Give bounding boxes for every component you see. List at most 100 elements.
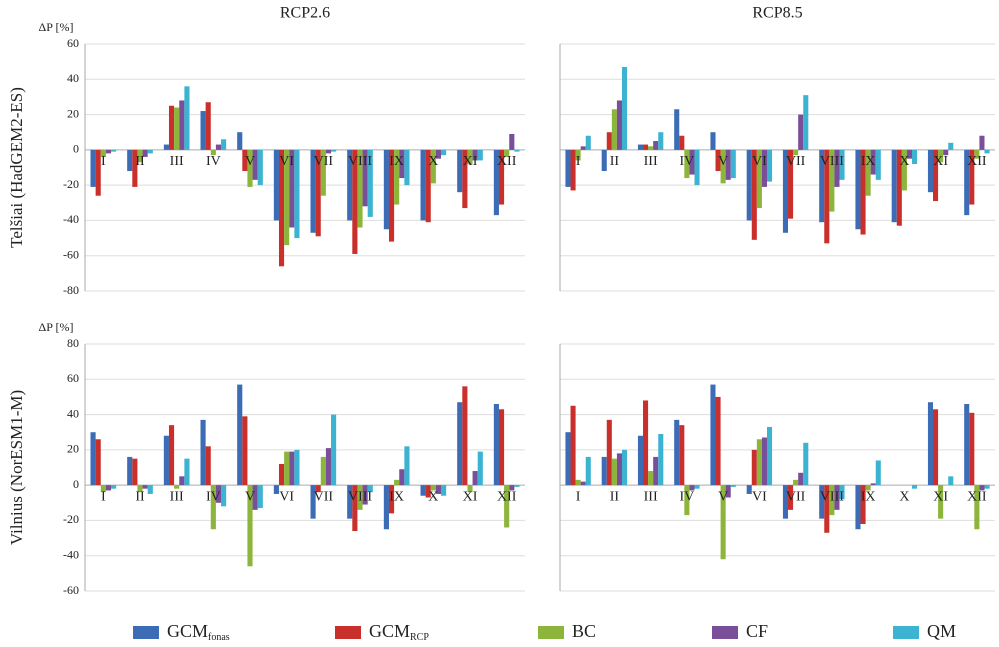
y-tick-label: -60 <box>63 247 79 261</box>
bar <box>362 485 368 505</box>
legend-swatch <box>893 626 919 639</box>
bar <box>100 485 106 493</box>
x-tick-label: II <box>135 154 145 169</box>
bar <box>132 458 138 486</box>
bar <box>252 149 258 180</box>
bar <box>766 149 773 182</box>
bar <box>435 149 442 159</box>
bar <box>679 425 685 486</box>
bar <box>803 95 809 150</box>
bar <box>205 446 211 486</box>
bar <box>273 149 279 221</box>
bar <box>725 149 731 180</box>
bar <box>761 149 767 187</box>
bar <box>870 149 876 175</box>
bar <box>289 149 295 228</box>
bar <box>911 485 918 489</box>
y-tick-label: 0 <box>73 142 79 156</box>
bar <box>933 409 939 486</box>
bar <box>457 402 463 486</box>
bar <box>472 149 478 161</box>
x-tick-label: II <box>610 489 620 504</box>
bar <box>720 485 726 560</box>
bar <box>142 149 148 157</box>
bar <box>215 144 222 150</box>
bar <box>472 471 478 486</box>
bar <box>969 149 975 205</box>
bar <box>875 460 881 486</box>
x-tick-label: XII <box>497 154 517 169</box>
bar <box>927 402 934 486</box>
x-tick-label: V <box>718 154 728 169</box>
x-tick-label: I <box>101 154 106 169</box>
bar <box>399 149 405 179</box>
x-tick-label: IV <box>679 489 694 504</box>
bar <box>242 149 248 172</box>
bar <box>394 149 400 205</box>
bar <box>948 142 954 150</box>
bar <box>730 149 736 179</box>
x-tick-label: IX <box>389 489 404 504</box>
legend-swatch <box>538 626 564 639</box>
bar <box>694 149 700 186</box>
x-tick-label: XII <box>497 489 517 504</box>
bar <box>570 405 576 486</box>
bar <box>984 149 990 154</box>
y-tick-label: -40 <box>63 212 79 226</box>
bar <box>388 485 395 514</box>
bar <box>788 149 794 219</box>
bar <box>90 432 96 486</box>
x-tick-label: IX <box>861 489 876 504</box>
bar <box>132 149 138 187</box>
y-tick-label: -40 <box>63 547 79 561</box>
x-tick-label: XI <box>933 154 948 169</box>
legend-label: GCMRCP <box>369 621 429 643</box>
x-tick-label: I <box>576 489 581 504</box>
bar <box>95 439 101 486</box>
bar <box>257 149 263 186</box>
bar <box>938 149 944 163</box>
x-tick-label: VI <box>279 154 294 169</box>
bar <box>142 485 148 489</box>
bar <box>875 149 881 180</box>
bar <box>284 149 290 246</box>
bar <box>147 149 153 154</box>
bar <box>184 86 190 150</box>
bar <box>658 433 664 486</box>
bar <box>829 149 835 212</box>
x-tick-label: VIII <box>820 154 844 169</box>
bar <box>127 149 133 172</box>
x-tick-label: VII <box>314 489 334 504</box>
bar <box>273 485 279 494</box>
bar <box>766 426 773 486</box>
bar <box>819 485 825 519</box>
bar <box>477 149 483 161</box>
bar <box>658 132 664 150</box>
bar <box>839 149 845 180</box>
bar <box>210 485 216 530</box>
bar <box>331 414 337 486</box>
bar <box>964 149 970 216</box>
bar <box>504 149 510 157</box>
bar <box>679 135 685 150</box>
x-tick-label: V <box>718 489 728 504</box>
legend-label: QM <box>927 621 956 641</box>
bar <box>105 485 112 491</box>
bar <box>684 485 690 516</box>
x-tick-label: I <box>101 489 106 504</box>
bar <box>357 485 363 510</box>
bar <box>210 149 216 156</box>
y-tick-label: -80 <box>63 283 79 297</box>
x-tick-label: VI <box>752 489 767 504</box>
bar <box>948 476 954 486</box>
bar <box>257 485 263 509</box>
bar <box>168 105 175 150</box>
bar <box>648 146 654 150</box>
bar <box>467 149 473 164</box>
legend-swatch <box>712 626 738 639</box>
bar <box>725 485 731 498</box>
bar <box>606 132 612 150</box>
bar <box>933 149 939 202</box>
bar <box>163 435 169 486</box>
x-tick-label: IV <box>679 154 694 169</box>
